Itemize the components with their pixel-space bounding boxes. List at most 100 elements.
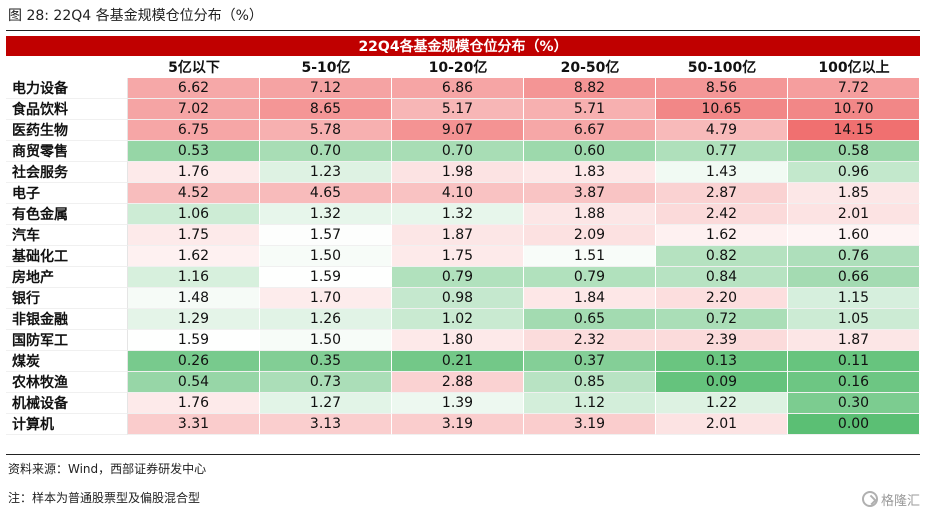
row-label: 电力设备 [6, 78, 128, 99]
heatmap-cell: 2.01 [788, 204, 921, 225]
heatmap-cell: 1.83 [524, 162, 656, 183]
heatmap-cell: 1.05 [788, 309, 921, 330]
heatmap-cell: 1.48 [128, 288, 260, 309]
watermark: 格隆汇 [861, 489, 920, 509]
source-note: 资料来源：Wind，西部证券研发中心 [8, 462, 207, 476]
table-row: 电力设备 6.62 7.12 6.86 8.82 8.56 7.72 [6, 78, 921, 99]
table-row: 基础化工 1.62 1.50 1.75 1.51 0.82 0.76 [6, 246, 921, 267]
heatmap-cell: 0.11 [788, 351, 921, 372]
table-row: 医药生物 6.75 5.78 9.07 6.67 4.79 14.15 [6, 120, 921, 141]
column-header: 5亿以下 [128, 56, 260, 78]
heatmap-cell: 2.09 [524, 225, 656, 246]
table-row: 煤炭 0.26 0.35 0.21 0.37 0.13 0.11 [6, 351, 921, 372]
heatmap-cell: 1.60 [788, 225, 921, 246]
row-label: 房地产 [6, 267, 128, 288]
heatmap-cell: 0.16 [788, 372, 921, 393]
row-label: 机械设备 [6, 393, 128, 414]
row-label: 计算机 [6, 414, 128, 435]
heatmap-cell: 0.58 [788, 141, 921, 162]
heatmap-cell: 1.57 [260, 225, 392, 246]
heatmap-cell: 0.53 [128, 141, 260, 162]
table-row: 社会服务 1.76 1.23 1.98 1.83 1.43 0.96 [6, 162, 921, 183]
row-label: 社会服务 [6, 162, 128, 183]
heatmap-cell: 1.02 [392, 309, 524, 330]
heatmap-cell: 0.21 [392, 351, 524, 372]
heatmap-cell: 1.32 [392, 204, 524, 225]
heatmap-cell: 1.29 [128, 309, 260, 330]
column-header: 50-100亿 [656, 56, 788, 78]
heatmap-cell: 3.87 [524, 183, 656, 204]
heatmap-cell: 1.75 [392, 246, 524, 267]
row-label: 国防军工 [6, 330, 128, 351]
heatmap-cell: 1.32 [260, 204, 392, 225]
heatmap-cell: 4.52 [128, 183, 260, 204]
table-row: 汽车 1.75 1.57 1.87 2.09 1.62 1.60 [6, 225, 921, 246]
table-row: 商贸零售 0.53 0.70 0.70 0.60 0.77 0.58 [6, 141, 921, 162]
heatmap-cell: 1.76 [128, 393, 260, 414]
heatmap-cell: 1.76 [128, 162, 260, 183]
heatmap-cell: 0.79 [392, 267, 524, 288]
heatmap-cell: 2.32 [524, 330, 656, 351]
table-row: 国防军工 1.59 1.50 1.80 2.32 2.39 1.87 [6, 330, 921, 351]
heatmap-cell: 1.06 [128, 204, 260, 225]
heatmap-cell: 0.54 [128, 372, 260, 393]
heatmap-cell: 0.09 [656, 372, 788, 393]
heatmap-cell: 6.62 [128, 78, 260, 99]
heatmap-cell: 0.72 [656, 309, 788, 330]
figure-title: 图 28: 22Q4 各基金规模仓位分布（%） [8, 8, 263, 24]
sample-note: 注：样本为普通股票型及偏股混合型 [8, 491, 201, 505]
table-row: 电子 4.52 4.65 4.10 3.87 2.87 1.85 [6, 183, 921, 204]
heatmap-cell: 8.56 [656, 78, 788, 99]
heatmap-cell: 1.70 [260, 288, 392, 309]
heatmap-cell: 1.88 [524, 204, 656, 225]
row-label: 银行 [6, 288, 128, 309]
heatmap-cell: 1.15 [788, 288, 921, 309]
heatmap-cell: 1.59 [128, 330, 260, 351]
heatmap-cell: 0.26 [128, 351, 260, 372]
heatmap-cell: 0.37 [524, 351, 656, 372]
heatmap-cell: 1.12 [524, 393, 656, 414]
heatmap-cell: 2.87 [656, 183, 788, 204]
heatmap-cell: 0.13 [656, 351, 788, 372]
heatmap-table-container: 22Q4各基金规模仓位分布（%） 5亿以下 5-10亿 10-20亿 20-50亿 50… [6, 36, 921, 435]
heatmap-cell: 0.35 [260, 351, 392, 372]
heatmap-cell: 14.15 [788, 120, 921, 141]
column-header: 10-20亿 [392, 56, 524, 78]
heatmap-cell: 1.27 [260, 393, 392, 414]
table-row: 机械设备 1.76 1.27 1.39 1.12 1.22 0.30 [6, 393, 921, 414]
table-body: 电力设备 6.62 7.12 6.86 8.82 8.56 7.72 食品饮料 7.02 8.65… [6, 78, 921, 435]
row-label: 汽车 [6, 225, 128, 246]
heatmap-cell: 1.62 [656, 225, 788, 246]
heatmap-cell: 6.75 [128, 120, 260, 141]
heatmap-cell: 1.84 [524, 288, 656, 309]
row-label: 医药生物 [6, 120, 128, 141]
table-row: 房地产 1.16 1.59 0.79 0.79 0.84 0.66 [6, 267, 921, 288]
column-header: 20-50亿 [524, 56, 656, 78]
table-banner-title: 22Q4各基金规模仓位分布（%） [6, 36, 921, 56]
heatmap-cell: 3.31 [128, 414, 260, 435]
heatmap-cell: 1.16 [128, 267, 260, 288]
heatmap-cell: 1.23 [260, 162, 392, 183]
heatmap-cell: 10.70 [788, 99, 921, 120]
heatmap-table: 22Q4各基金规模仓位分布（%） 5亿以下 5-10亿 10-20亿 20-50亿 50… [6, 36, 921, 435]
table-row: 计算机 3.31 3.13 3.19 3.19 2.01 0.00 [6, 414, 921, 435]
heatmap-cell: 6.86 [392, 78, 524, 99]
heatmap-cell: 1.85 [788, 183, 921, 204]
heatmap-cell: 3.13 [260, 414, 392, 435]
column-header-row: 5亿以下 5-10亿 10-20亿 20-50亿 50-100亿 100亿以上 [6, 56, 921, 78]
heatmap-cell: 1.75 [128, 225, 260, 246]
heatmap-cell: 1.22 [656, 393, 788, 414]
watermark-logo-icon [861, 491, 878, 507]
heatmap-cell: 0.30 [788, 393, 921, 414]
heatmap-cell: 0.79 [524, 267, 656, 288]
heatmap-cell: 0.82 [656, 246, 788, 267]
row-label: 食品饮料 [6, 99, 128, 120]
heatmap-cell: 2.42 [656, 204, 788, 225]
row-label: 基础化工 [6, 246, 128, 267]
heatmap-cell: 9.07 [392, 120, 524, 141]
heatmap-cell: 1.87 [392, 225, 524, 246]
heatmap-cell: 1.39 [392, 393, 524, 414]
heatmap-cell: 7.02 [128, 99, 260, 120]
heatmap-cell: 8.65 [260, 99, 392, 120]
table-row: 农林牧渔 0.54 0.73 2.88 0.85 0.09 0.16 [6, 372, 921, 393]
